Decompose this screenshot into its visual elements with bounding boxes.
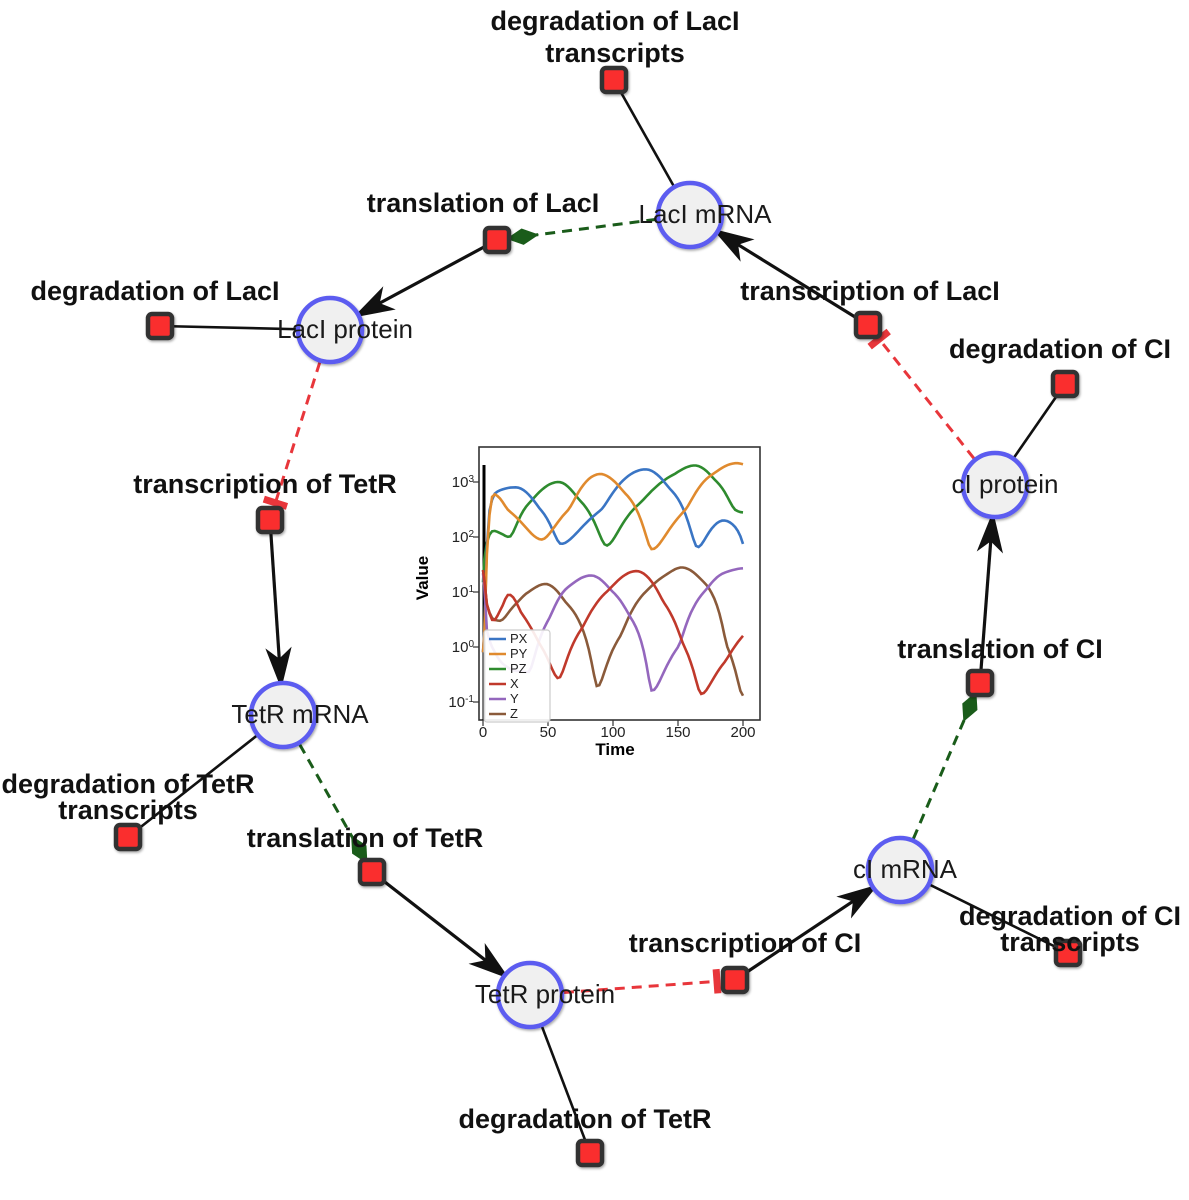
svg-text:Value: Value [413, 556, 432, 600]
svg-text:100: 100 [600, 724, 625, 741]
svg-text:PY: PY [510, 646, 528, 661]
svg-text:PZ: PZ [510, 661, 527, 676]
svg-text:translation of LacI: translation of LacI [367, 188, 600, 218]
svg-text:transcripts: transcripts [545, 38, 685, 68]
svg-text:degradation of CI: degradation of CI [949, 334, 1171, 364]
svg-text:PX: PX [510, 631, 528, 646]
svg-text:200: 200 [730, 724, 755, 741]
svg-text:TetR mRNA: TetR mRNA [231, 699, 369, 729]
svg-text:cI protein: cI protein [952, 469, 1059, 499]
svg-text:LacI mRNA: LacI mRNA [639, 199, 773, 229]
svg-text:transcription of LacI: transcription of LacI [740, 276, 1000, 306]
svg-text:cI mRNA: cI mRNA [853, 854, 958, 884]
svg-text:TetR protein: TetR protein [475, 979, 615, 1009]
svg-text:LacI protein: LacI protein [277, 314, 413, 344]
svg-text:Time: Time [595, 740, 634, 759]
svg-text:degradation of TetR: degradation of TetR [459, 1104, 712, 1134]
svg-text:150: 150 [665, 724, 690, 741]
svg-text:0: 0 [479, 724, 487, 741]
svg-text:50: 50 [540, 724, 557, 741]
svg-text:transcription of CI: transcription of CI [629, 928, 862, 958]
svg-text:translation of TetR: translation of TetR [247, 823, 484, 853]
svg-text:Z: Z [510, 706, 518, 721]
svg-text:degradation of LacI: degradation of LacI [30, 276, 279, 306]
svg-text:transcripts: transcripts [58, 795, 198, 825]
svg-text:Y: Y [510, 691, 519, 706]
svg-text:translation of CI: translation of CI [897, 634, 1103, 664]
svg-text:transcripts: transcripts [1000, 927, 1140, 957]
svg-text:transcription of TetR: transcription of TetR [133, 469, 397, 499]
svg-text:degradation of LacI: degradation of LacI [490, 6, 739, 36]
svg-text:X: X [510, 676, 519, 691]
